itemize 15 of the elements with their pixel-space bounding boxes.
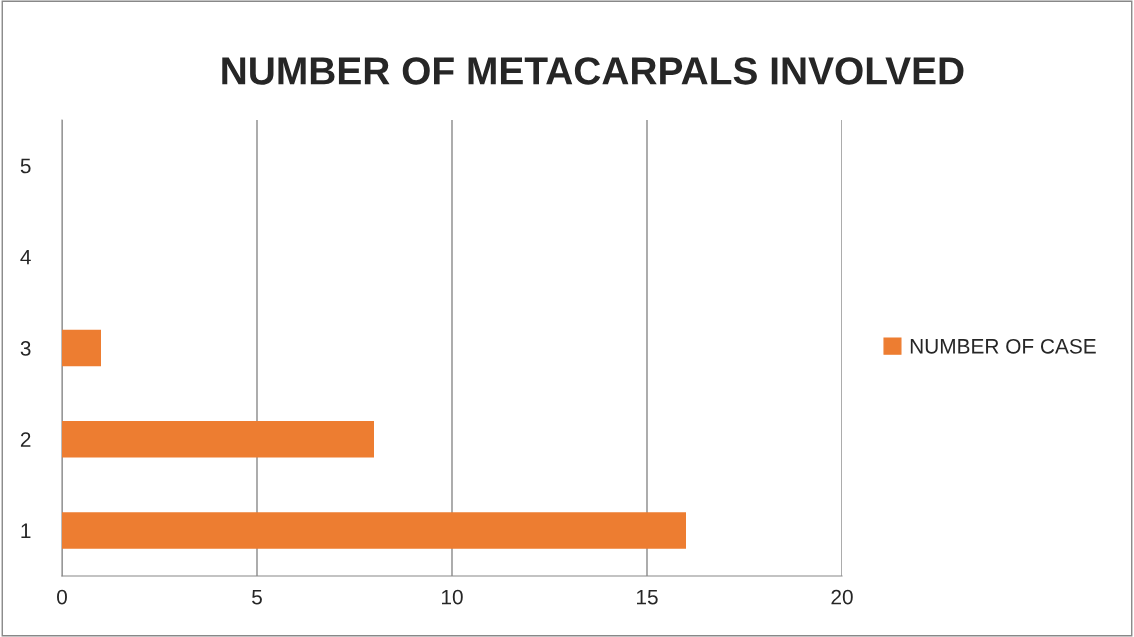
x-tick-label: 0 (57, 589, 67, 605)
y-tick-label: 2 (20, 432, 31, 447)
y-tick-label: 3 (20, 341, 31, 356)
y-tick-label: 4 (20, 250, 31, 265)
bar (62, 420, 374, 458)
x-tick-label: 5 (252, 589, 262, 605)
y-tick-label: 5 (20, 158, 31, 174)
x-tick-label: 15 (637, 589, 658, 605)
bar (62, 512, 686, 549)
bar (62, 329, 101, 367)
chart-title: NUMBER OF METACARPALS INVOLVED (222, 57, 964, 85)
x-tick-label: 20 (831, 589, 853, 605)
x-tick-label: 10 (442, 589, 463, 605)
legend-label: NUMBER OF CASE (910, 338, 1096, 354)
y-tick-label: 1 (21, 523, 31, 538)
